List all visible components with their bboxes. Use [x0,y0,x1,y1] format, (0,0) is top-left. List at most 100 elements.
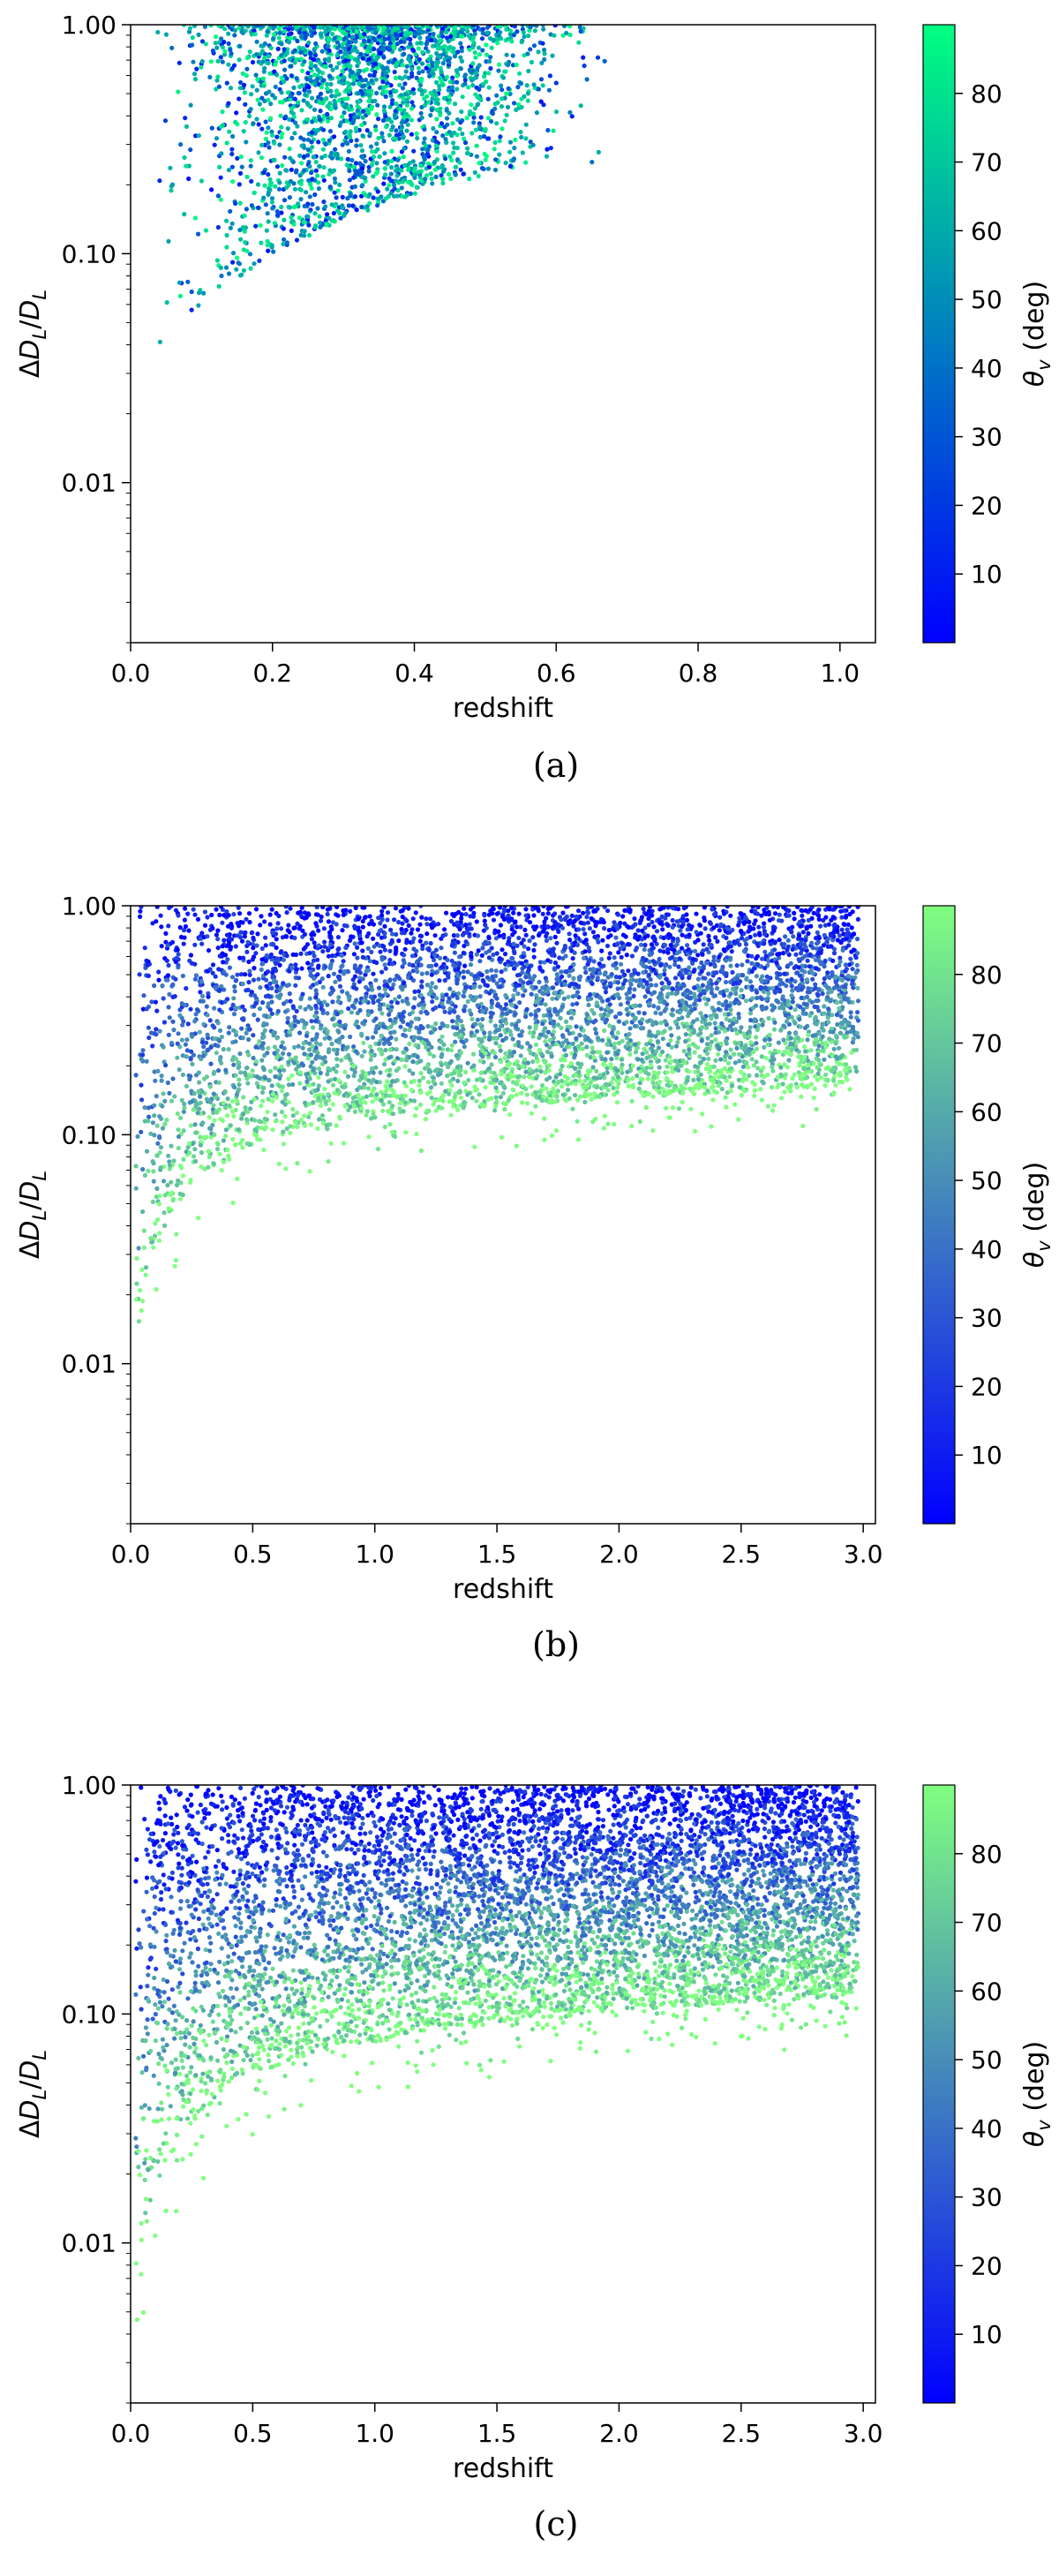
data-point [402,39,407,44]
data-point [511,158,516,163]
data-point [372,46,377,52]
data-point [483,128,488,133]
data-point [353,169,358,174]
data-point [449,158,454,163]
data-point [437,978,442,983]
data-point [315,206,320,211]
data-point [536,49,541,55]
data-point [208,59,214,64]
data-point [552,960,559,966]
data-point [493,974,499,979]
data-point [640,1017,645,1022]
data-point [599,956,605,962]
data-point [286,182,291,188]
data-point [184,986,189,991]
data-point [285,90,290,95]
data-point [359,123,364,128]
data-point [656,1070,661,1076]
data-point [235,255,240,260]
data-point [259,240,264,245]
data-point [427,73,432,79]
data-point [351,81,357,87]
data-point [779,918,785,923]
data-point [383,1047,388,1053]
data-point [286,26,291,32]
data-point [192,912,198,917]
data-point [853,955,859,960]
data-point [602,58,607,64]
data-point [484,989,489,994]
data-point [224,218,229,223]
data-point [243,239,248,245]
data-point [519,134,524,139]
data-point [320,949,326,954]
data-point [432,167,438,172]
data-point [667,1115,672,1120]
data-point [374,161,379,166]
data-point [232,33,237,38]
data-point [749,984,755,990]
data-point [477,134,483,139]
data-point [312,192,318,198]
data-point [531,1030,537,1036]
data-point [443,156,448,162]
data-point [196,231,201,237]
data-point [754,956,759,961]
data-point [373,977,379,983]
data-point [273,84,278,89]
data-point [790,1076,795,1081]
data-point [190,34,195,41]
data-point [234,267,239,272]
data-point [263,91,269,96]
data-point [304,1033,310,1038]
data-point [294,237,300,243]
data-point [376,25,381,28]
data-point [340,142,345,147]
data-point [279,90,284,95]
data-point [285,126,290,132]
data-point [728,913,733,918]
data-point [426,164,432,169]
data-point [413,51,418,57]
data-point [309,185,314,191]
data-point [338,36,343,41]
data-point [488,55,493,60]
data-point [364,67,370,72]
data-point [624,953,629,958]
data-point [287,991,292,997]
data-point [431,125,436,132]
data-point [379,134,385,139]
data-point [278,113,283,118]
data-point [547,73,553,79]
data-point [403,92,409,97]
data-point [281,79,287,85]
data-point [251,977,257,983]
data-point [282,217,287,222]
data-point [304,101,310,106]
data-point [134,1281,139,1286]
data-point [307,163,312,169]
data-point [302,26,307,32]
data-point [339,78,344,83]
data-point [498,134,503,139]
data-point [369,78,374,83]
data-point [154,1194,159,1200]
data-point [625,1000,631,1006]
data-point [457,126,462,132]
data-point [360,91,365,97]
data-point [460,932,466,938]
data-point [529,1012,534,1017]
data-point [385,186,390,192]
data-point [381,108,387,113]
data-point [477,87,482,92]
data-point [596,149,602,154]
data-point [400,100,406,105]
data-point [323,141,328,147]
data-point [267,71,273,76]
data-point [417,1078,422,1083]
data-point [700,1111,705,1117]
data-point [259,49,265,54]
data-point [406,906,411,911]
data-point [640,1051,645,1057]
data-point [257,1039,262,1044]
